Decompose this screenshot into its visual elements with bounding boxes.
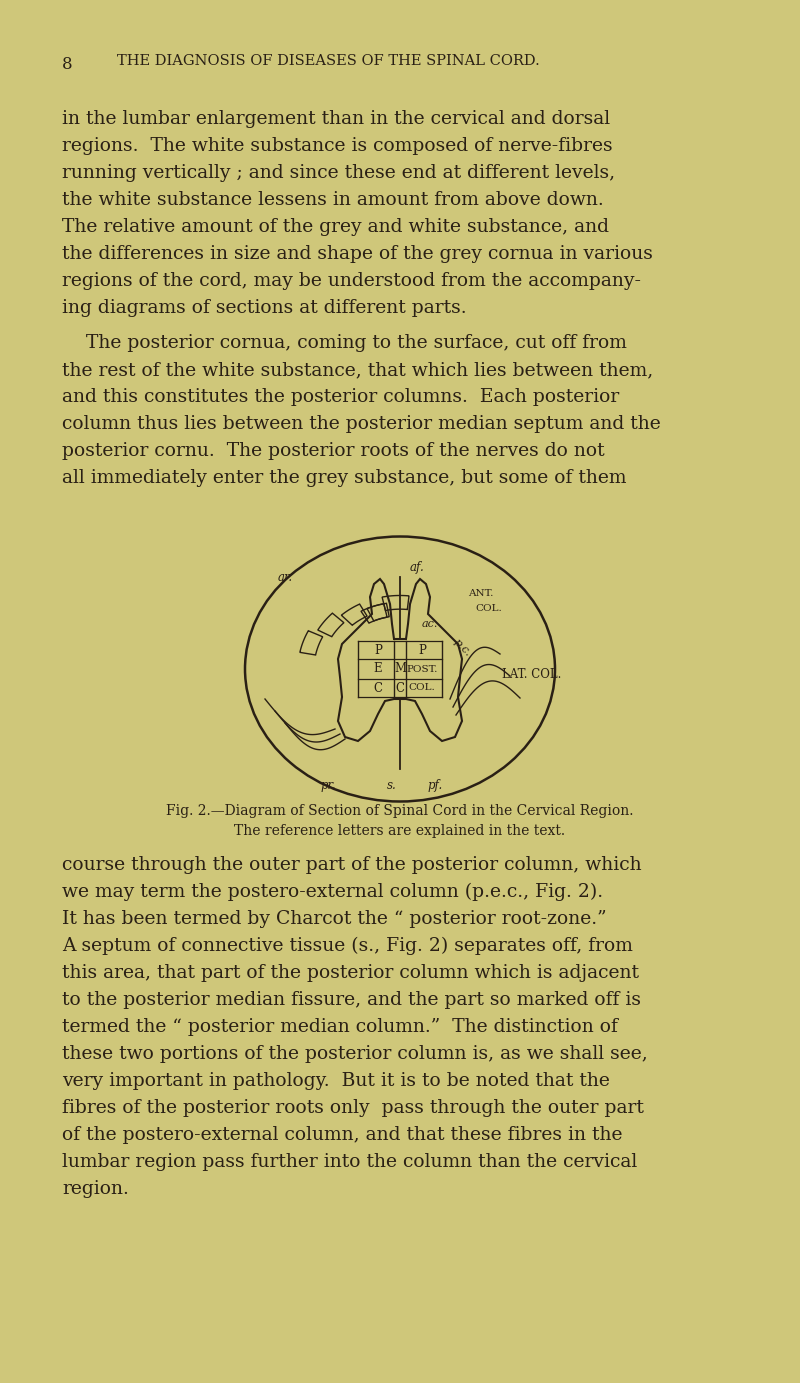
Text: ANT.: ANT.: [468, 589, 494, 597]
Text: P: P: [374, 643, 382, 657]
Text: af.: af.: [410, 561, 425, 574]
Text: C: C: [395, 682, 405, 694]
Text: pf.: pf.: [427, 779, 442, 792]
Text: C: C: [374, 682, 382, 694]
Text: to the posterior median fissure, and the part so marked off is: to the posterior median fissure, and the…: [62, 992, 641, 1010]
Text: ar.: ar.: [278, 571, 293, 584]
Text: THE DIAGNOSIS OF DISEASES OF THE SPINAL CORD.: THE DIAGNOSIS OF DISEASES OF THE SPINAL …: [117, 54, 540, 68]
Text: s.: s.: [387, 779, 397, 792]
Text: It has been termed by Charcot the “ posterior root-zone.”: It has been termed by Charcot the “ post…: [62, 910, 606, 928]
Text: termed the “ posterior median column.”  The distinction of: termed the “ posterior median column.” T…: [62, 1018, 618, 1036]
Text: posterior cornu.  The posterior roots of the nerves do not: posterior cornu. The posterior roots of …: [62, 443, 605, 461]
Text: M: M: [394, 662, 406, 675]
Text: all immediately enter the grey substance, but some of them: all immediately enter the grey substance…: [62, 469, 626, 487]
Text: lumbar region pass further into the column than the cervical: lumbar region pass further into the colu…: [62, 1153, 638, 1171]
Text: these two portions of the posterior column is, as we shall see,: these two portions of the posterior colu…: [62, 1046, 648, 1064]
Text: the rest of the white substance, that which lies between them,: the rest of the white substance, that wh…: [62, 361, 654, 379]
Text: COL.: COL.: [409, 683, 435, 693]
Text: fibres of the posterior roots only  pass through the outer part: fibres of the posterior roots only pass …: [62, 1099, 644, 1117]
Text: of the postero-external column, and that these fibres in the: of the postero-external column, and that…: [62, 1126, 622, 1144]
Text: the differences in size and shape of the grey cornua in various: the differences in size and shape of the…: [62, 245, 653, 263]
Text: course through the outer part of the posterior column, which: course through the outer part of the pos…: [62, 856, 642, 874]
Text: regions of the cord, may be understood from the accompany-: regions of the cord, may be understood f…: [62, 272, 641, 290]
Text: P: P: [418, 643, 426, 657]
Text: regions.  The white substance is composed of nerve-fibres: regions. The white substance is composed…: [62, 137, 613, 155]
Text: ac.: ac.: [422, 620, 438, 629]
Text: The posterior cornua, coming to the surface, cut off from: The posterior cornua, coming to the surf…: [62, 335, 627, 353]
Text: region.: region.: [62, 1180, 129, 1198]
Text: ing diagrams of sections at different parts.: ing diagrams of sections at different pa…: [62, 299, 466, 317]
Text: column thus lies between the posterior median septum and the: column thus lies between the posterior m…: [62, 415, 661, 433]
Text: A septum of connective tissue (s., Fig. 2) separates off, from: A septum of connective tissue (s., Fig. …: [62, 938, 633, 956]
Text: Fig. 2.—Diagram of Section of Spinal Cord in the Cervical Region.: Fig. 2.—Diagram of Section of Spinal Cor…: [166, 804, 634, 817]
Text: 8: 8: [62, 55, 73, 73]
Text: COL.: COL.: [475, 604, 502, 613]
Text: this area, that part of the posterior column which is adjacent: this area, that part of the posterior co…: [62, 964, 639, 982]
Text: The reference letters are explained in the text.: The reference letters are explained in t…: [234, 824, 566, 838]
Text: p.c.: p.c.: [452, 638, 474, 658]
Text: The relative amount of the grey and white substance, and: The relative amount of the grey and whit…: [62, 219, 609, 236]
Text: the white substance lessens in amount from above down.: the white substance lessens in amount fr…: [62, 191, 604, 209]
Text: very important in pathology.  But it is to be noted that the: very important in pathology. But it is t…: [62, 1072, 610, 1090]
Text: LAT. COL.: LAT. COL.: [502, 668, 562, 680]
Text: and this constitutes the posterior columns.  Each posterior: and this constitutes the posterior colum…: [62, 389, 619, 407]
Text: we may term the postero-external column (p.e.c., Fig. 2).: we may term the postero-external column …: [62, 882, 603, 902]
Text: POST.: POST.: [406, 664, 438, 674]
Text: E: E: [374, 662, 382, 675]
Text: pr.: pr.: [320, 779, 336, 792]
Text: in the lumbar enlargement than in the cervical and dorsal: in the lumbar enlargement than in the ce…: [62, 111, 610, 129]
Text: running vertically ; and since these end at different levels,: running vertically ; and since these end…: [62, 165, 615, 183]
